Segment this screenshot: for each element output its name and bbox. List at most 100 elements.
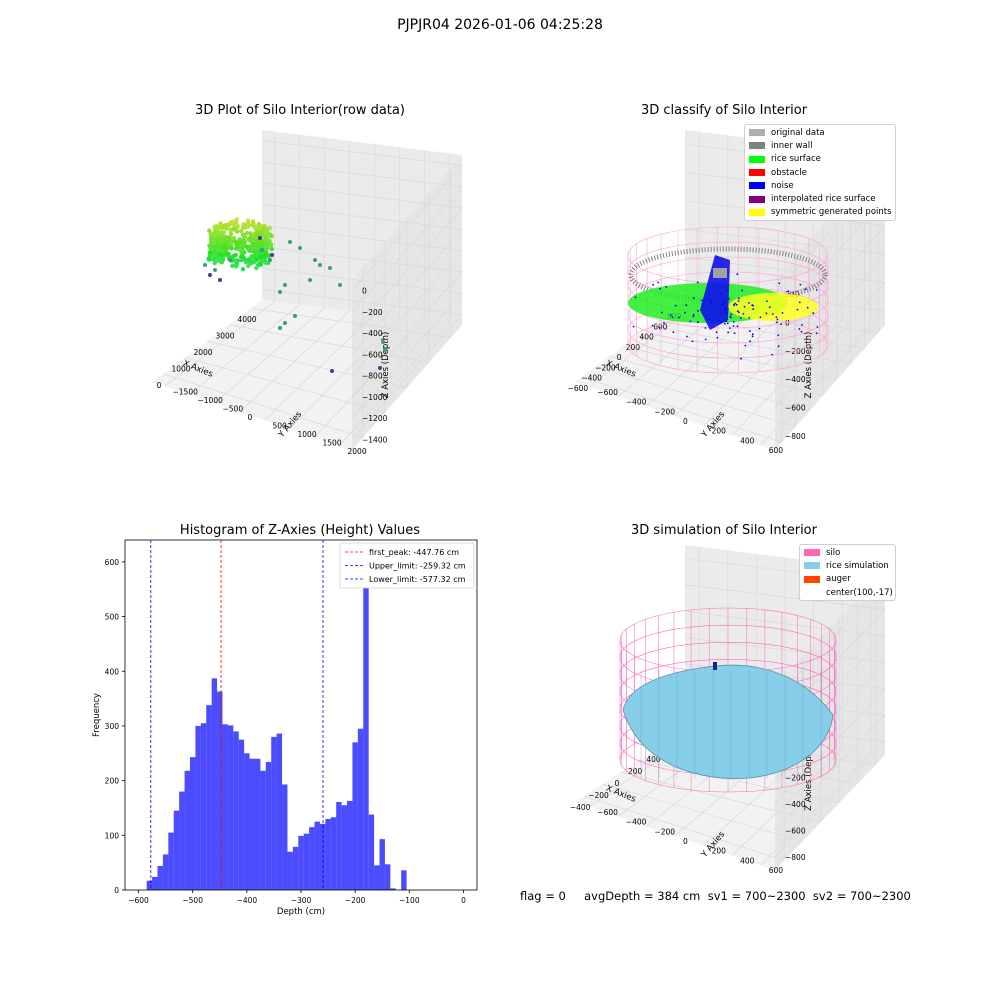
figure-title: PJPJR04 2026-01-06 04:25:28 bbox=[397, 17, 603, 33]
legend-label: Upper_limit: -259.32 cm bbox=[369, 562, 466, 571]
cls-noise-point bbox=[806, 306, 809, 309]
raw-outlier-point bbox=[381, 340, 385, 344]
legend-entry: inner wall bbox=[745, 139, 895, 152]
cls-noise-point bbox=[799, 283, 802, 286]
cls-noise-point bbox=[701, 303, 704, 305]
raw-data-point bbox=[218, 248, 223, 253]
raw-grid-y bbox=[164, 301, 275, 387]
raw-outlier-point bbox=[208, 273, 212, 277]
cls-symmetric-points bbox=[728, 293, 818, 321]
raw-z-tick: −600 bbox=[362, 350, 383, 359]
raw-data-point bbox=[245, 218, 251, 223]
cls-noise-point bbox=[771, 313, 774, 315]
raw-data-point bbox=[212, 260, 217, 266]
raw-data-point bbox=[260, 227, 266, 233]
cls-noise-point bbox=[672, 331, 675, 334]
raw-z-tick: −200 bbox=[362, 308, 383, 317]
cls-noise-point bbox=[719, 308, 721, 311]
raw-data-point bbox=[230, 263, 235, 268]
raw-z-tick: −1000 bbox=[362, 393, 388, 402]
sim-z-tick: −800 bbox=[785, 853, 806, 862]
histogram-bar bbox=[168, 832, 174, 890]
raw-grid-y bbox=[264, 313, 375, 421]
sim-z-label: Z Axies (Depth) bbox=[804, 744, 814, 811]
raw-outlier-point bbox=[383, 348, 387, 352]
raw-data-point bbox=[219, 230, 224, 235]
cls-noise-point bbox=[812, 312, 815, 315]
cls-noise-point bbox=[736, 310, 739, 312]
histogram-bar bbox=[179, 791, 185, 890]
histogram-bar bbox=[211, 678, 218, 890]
raw-data-point bbox=[217, 255, 222, 261]
histogram-bar bbox=[189, 757, 196, 890]
sim-x-tick: −400 bbox=[570, 803, 591, 812]
cls-noise-point bbox=[780, 323, 783, 326]
cls-noise-point bbox=[722, 303, 724, 306]
raw-data-point bbox=[246, 224, 251, 229]
raw-data-point bbox=[220, 258, 225, 263]
x-tick-label: −200 bbox=[345, 896, 366, 905]
cls-noise-point bbox=[787, 290, 790, 292]
cls-noise-point bbox=[720, 303, 723, 306]
cls-grid-y bbox=[646, 308, 757, 407]
cls-noise-point bbox=[671, 316, 674, 319]
legend-swatch bbox=[749, 208, 765, 216]
raw-data-point bbox=[258, 254, 264, 260]
raw-x-tick: 2000 bbox=[193, 348, 212, 357]
histogram-title: Histogram of Z-Axies (Height) Values bbox=[179, 523, 421, 538]
raw-grid-z bbox=[261, 225, 463, 376]
cls-noise-point bbox=[669, 314, 672, 316]
cls-noise-point bbox=[718, 319, 721, 321]
histogram-bar bbox=[206, 705, 212, 890]
legend-entry: original data bbox=[745, 126, 895, 139]
raw-data-point bbox=[241, 222, 246, 227]
cls-noise-point bbox=[726, 322, 729, 325]
cls-noise-point bbox=[723, 322, 726, 325]
raw-data-point bbox=[249, 248, 254, 253]
raw-z-label: Z Axies (Depth) bbox=[381, 332, 391, 399]
cls-noise-point bbox=[685, 304, 688, 307]
raw-data-point bbox=[252, 231, 258, 236]
raw-data-point bbox=[265, 231, 270, 236]
raw-x-tick: 1000 bbox=[171, 364, 190, 373]
cls-noise-point bbox=[726, 289, 729, 292]
histogram-bar bbox=[347, 800, 353, 890]
cls-y-tick: 600 bbox=[769, 446, 784, 455]
raw-z-tick: 0 bbox=[362, 287, 367, 296]
histogram-bar bbox=[244, 753, 250, 890]
raw-outlier-point bbox=[288, 240, 292, 244]
y-tick-label: 100 bbox=[105, 831, 120, 840]
raw-outlier-point bbox=[203, 263, 207, 267]
legend-swatch bbox=[804, 549, 820, 557]
x-axis-label: Depth (cm) bbox=[277, 907, 325, 917]
histogram-bar bbox=[249, 758, 255, 890]
cls-y-tick: −200 bbox=[654, 407, 675, 416]
cls-noise-point bbox=[801, 324, 803, 326]
raw-outlier-point bbox=[278, 290, 282, 294]
sim-x-tick: −200 bbox=[588, 791, 609, 800]
cls-noise-point bbox=[724, 320, 727, 322]
cls-noise-point bbox=[684, 311, 686, 314]
cls-noise-point bbox=[741, 289, 744, 292]
raw-data-point bbox=[219, 243, 224, 248]
classify-3d-plot: −600−400−20002004006008006004002000−200−… bbox=[568, 130, 886, 455]
cls-noise-point bbox=[730, 313, 733, 316]
sim-y-tick: −600 bbox=[597, 808, 618, 817]
cls-noise-point bbox=[749, 330, 751, 333]
raw-y-tick: 500 bbox=[273, 421, 288, 430]
raw-data-point bbox=[248, 231, 253, 236]
cls-noise-point bbox=[719, 313, 722, 315]
cls-noise-point bbox=[727, 331, 729, 334]
cls-grid-z bbox=[684, 228, 886, 380]
raw-data-point bbox=[214, 230, 220, 235]
legend-entry: rice simulation bbox=[800, 559, 895, 572]
histogram-bar bbox=[314, 821, 320, 890]
raw-grid-z bbox=[261, 182, 463, 334]
cls-noise-point bbox=[735, 303, 738, 306]
cls-noise-point bbox=[800, 330, 803, 333]
raw-x-tick: 3000 bbox=[215, 332, 234, 341]
histogram-bar bbox=[384, 864, 391, 890]
raw-grid-z bbox=[261, 267, 463, 419]
cls-noise-point bbox=[658, 326, 661, 329]
cls-noise-point bbox=[657, 281, 660, 284]
